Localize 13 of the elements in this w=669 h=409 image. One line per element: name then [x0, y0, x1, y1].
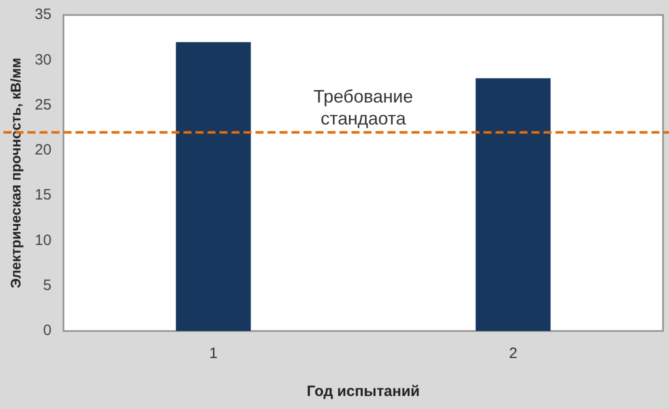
ref-line-label: Требование стандаота — [313, 86, 413, 128]
x-tick-label: 2 — [508, 345, 518, 362]
y-tick-label: 10 — [34, 232, 52, 249]
y-tick-label: 5 — [43, 277, 52, 294]
y-tick-label: 30 — [34, 51, 52, 68]
y-tick-label: 25 — [34, 96, 52, 114]
x-axis-title: Год испытаний — [306, 383, 420, 400]
y-axis-title: Электрическая прочность, кВ/мм — [7, 58, 24, 288]
y-tick-label: 0 — [43, 322, 52, 340]
y-tick-label: 20 — [34, 142, 52, 159]
x-tick-label: 1 — [209, 345, 218, 362]
y-tick-label: 15 — [34, 186, 52, 204]
y-tick-label: 35 — [34, 6, 52, 24]
